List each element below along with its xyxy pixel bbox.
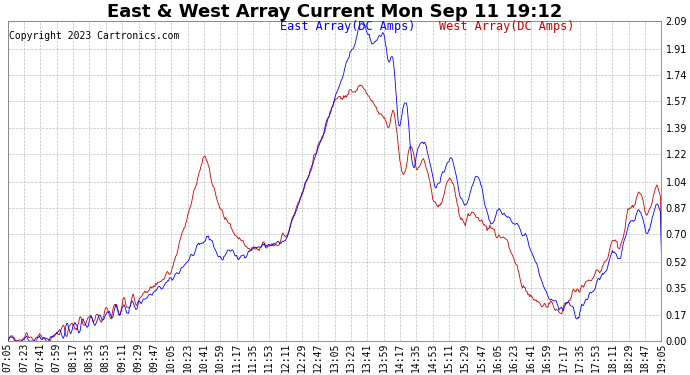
Legend: East Array(DC Amps), West Array(DC Amps): East Array(DC Amps), West Array(DC Amps) [262,20,574,33]
Text: Copyright 2023 Cartronics.com: Copyright 2023 Cartronics.com [9,30,179,40]
Title: East & West Array Current Mon Sep 11 19:12: East & West Array Current Mon Sep 11 19:… [107,3,562,21]
